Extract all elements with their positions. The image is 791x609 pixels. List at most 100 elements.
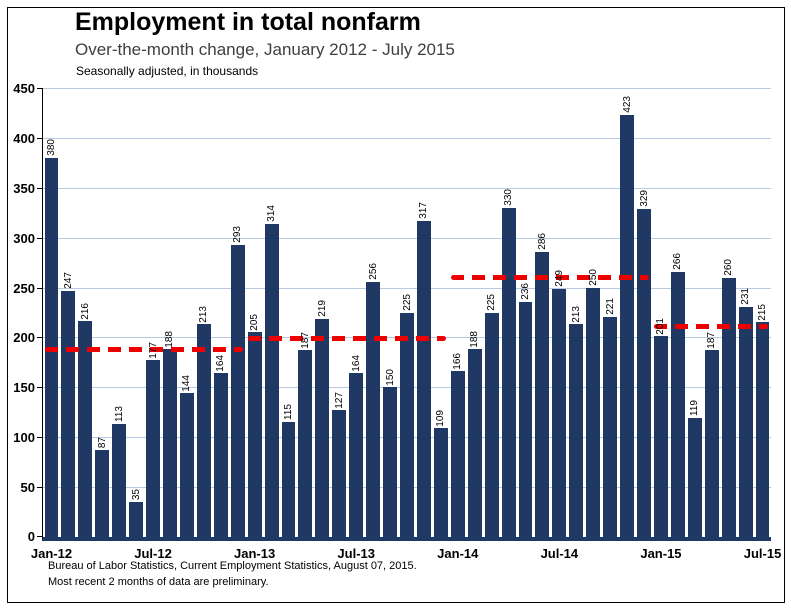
bar-value-label: 35 [130,488,142,501]
y-axis-tick [37,137,43,139]
bar-value-label: 317 [418,202,430,219]
bar-value-label: 260 [723,258,735,276]
chart-note: Seasonally adjusted, in thousands [76,64,259,78]
y-axis-tick [37,536,43,537]
x-axis-label: Jan-13 [234,546,276,561]
bar [501,207,516,537]
bar-value-label: 144 [181,374,193,392]
bar-value-label: 215 [757,303,769,321]
bar [95,450,110,537]
bar [247,332,262,537]
bar [400,312,414,537]
bar [653,336,668,537]
bar-value-label: 286 [536,232,548,250]
x-axis-label: Jul-12 [134,546,172,561]
bar [383,387,398,537]
bar-value-label: 150 [384,368,396,386]
average-line-segment [248,335,447,341]
y-axis-tick [37,187,43,189]
y-axis-label: 400 [13,130,35,146]
average-line-segment [451,275,650,281]
outer-frame [7,7,785,603]
bar [433,428,448,537]
bar [450,371,465,537]
bar [552,288,567,537]
bar [637,208,651,537]
bar [213,373,228,537]
bar [332,410,347,537]
y-axis-label: 450 [13,81,35,96]
bar-value-label: 164 [350,354,362,372]
x-axis-label: Jan-14 [437,546,479,561]
bar-value-label: 177 [147,341,159,359]
chart-title: Employment in total nonfarm [75,8,421,36]
bar-value-label: 201 [655,317,667,335]
bar-value-label: 225 [486,293,498,311]
x-axis-label: Jul-14 [540,546,579,561]
bar-value-label: 187 [706,331,718,349]
bar-value-label: 164 [215,354,227,372]
y-axis-tick [37,387,43,389]
bar-value-label: 216 [79,302,91,320]
bar [687,418,702,537]
gridline [43,88,771,89]
bar [569,324,584,537]
bar [620,114,635,537]
bar [78,321,93,537]
bar-value-label: 221 [604,297,616,315]
bar [146,360,160,537]
bar-value-label: 250 [587,268,599,286]
bar [112,424,127,537]
bar-value-label: 187 [299,331,311,349]
y-axis-label: 50 [20,480,35,496]
x-axis-label: Jul-15 [743,546,782,561]
bar [704,350,719,537]
bar [416,220,431,537]
bar [603,316,618,537]
bar-value-label: 249 [553,269,565,287]
x-axis-label: Jul-13 [337,546,375,561]
bar [535,251,550,537]
y-axis-tick [37,88,43,89]
bar [738,306,753,537]
bar-value-label: 256 [367,262,379,280]
y-axis-label: 100 [13,430,35,446]
bar [467,349,482,537]
gridline [43,187,771,189]
bar [179,393,194,537]
bar-value-label: 213 [570,305,582,323]
bar-value-label: 231 [740,287,752,305]
bar-value-label: 87 [96,437,108,449]
average-line-segment [45,346,244,352]
bar-value-label: 109 [435,409,447,427]
bar [298,350,313,537]
x-axis-label: Jan-15 [640,546,682,561]
bar-value-label: 236 [520,282,531,300]
bar-value-label: 266 [672,252,684,270]
average-line-segment [654,323,768,329]
bar [129,502,144,537]
bar [315,318,330,537]
bar-value-label: 115 [282,404,294,421]
bar [264,223,279,537]
bar-value-label: 113 [113,406,125,423]
y-axis-tick [37,487,43,489]
bar-value-label: 225 [401,293,413,311]
bar-value-label: 329 [638,190,650,207]
gridline [43,137,771,139]
bar [721,277,736,537]
bar-value-label: 293 [232,225,244,243]
bar-value-label: 127 [333,391,345,409]
bar-value-label: 219 [316,299,328,317]
y-axis-tick [37,337,43,339]
bar-value-label: 188 [469,330,481,348]
chart-subtitle: Over-the-month change, January 2012 - Ju… [75,40,455,59]
bar [755,322,770,537]
bar-value-label: 213 [198,305,210,323]
bar [586,287,601,537]
y-axis-tick [37,237,43,239]
bar-value-label: 119 [689,400,701,417]
plot-area: 0 50 100 150 200 250 300 350 400 450 380 247 216 87 11… [13,81,781,561]
bar-value-label: 166 [452,352,464,370]
bar-value-label: 314 [266,205,278,222]
